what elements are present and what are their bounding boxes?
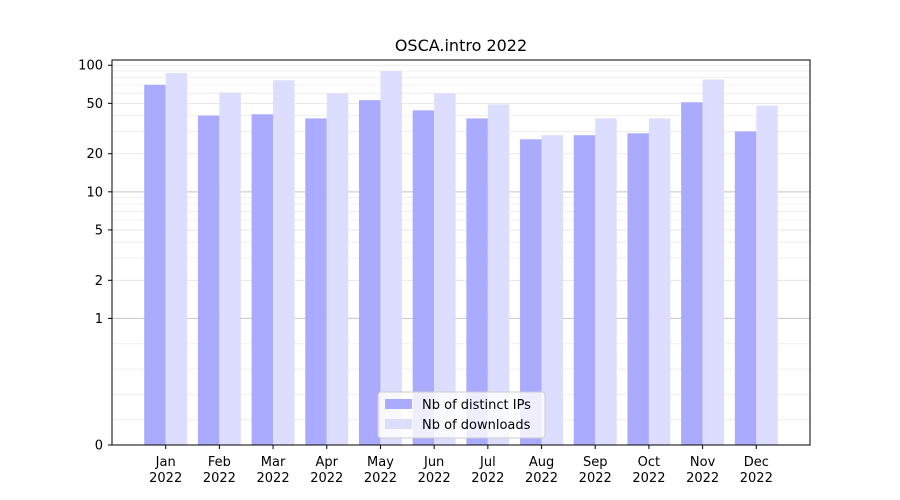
x-tick-label-year: 2022 [364,471,397,486]
bar-downloads [219,92,241,446]
legend-swatch [385,399,412,409]
bar-downloads [756,105,778,446]
x-tick-label-year: 2022 [257,471,290,486]
y-tick-label: 100 [78,59,103,74]
x-tick-label-month: Dec [744,455,769,470]
x-tick-label-month: Jan [155,455,176,470]
bar-downloads [702,79,725,446]
bar-distinct-ips [681,102,703,445]
x-tick-label-year: 2022 [525,471,558,486]
x-tick-label-month: Apr [316,455,339,470]
y-tick-label: 1 [95,312,103,327]
bar-distinct-ips [627,133,649,445]
x-tick-label-month: Nov [690,455,716,470]
bar-distinct-ips [573,135,596,445]
x-tick-label-year: 2022 [579,471,612,486]
x-tick-label-year: 2022 [310,471,343,486]
y-tick-label: 20 [86,147,103,162]
bar-distinct-ips [412,110,435,445]
x-tick-label-year: 2022 [471,471,504,486]
x-tick-label-month: Oct [638,455,660,470]
chart-title: OSCA.intro 2022 [395,36,527,55]
legend-swatch [385,419,412,429]
bar-downloads [541,135,564,445]
x-tick-label-year: 2022 [418,471,451,486]
x-tick-label-year: 2022 [203,471,236,486]
bar-distinct-ips [144,84,166,445]
bar-downloads [165,72,188,446]
y-tick-label: 5 [95,223,103,238]
bar-downloads [595,118,617,445]
x-tick-label-month: Sep [583,455,608,470]
y-tick-label: 2 [95,274,103,289]
bar-downloads [648,118,671,445]
x-tick-label-year: 2022 [740,471,773,486]
x-tick-label-month: Mar [261,455,286,470]
x-tick-label-year: 2022 [149,471,182,486]
bar-distinct-ips [251,114,274,445]
bar-downloads [273,80,295,446]
bar-distinct-ips [466,118,488,445]
bar-downloads [326,93,349,445]
legend-label: Nb of distinct IPs [422,398,531,413]
bar-distinct-ips [305,118,327,445]
x-tick-label-month: May [367,455,394,470]
plot-frame [111,59,811,446]
bar-downloads [487,104,510,445]
x-tick-label-year: 2022 [632,471,665,486]
x-tick-label-year: 2022 [686,471,719,486]
y-tick-label: 10 [86,185,103,200]
bar-downloads [380,71,402,446]
y-tick-label: 0 [95,439,103,454]
x-tick-label-month: Jul [479,455,496,470]
x-tick-label-month: Jun [423,455,444,470]
bar-distinct-ips [197,115,220,445]
bar-distinct-ips [358,100,381,445]
legend-box [377,391,546,439]
legend-label: Nb of downloads [422,418,531,433]
bar-distinct-ips [734,131,757,445]
y-tick-label: 50 [86,97,103,112]
x-tick-label-month: Aug [529,455,554,470]
bar-distinct-ips [520,139,542,445]
x-tick-label-month: Feb [208,455,231,470]
bar-downloads [434,93,456,445]
